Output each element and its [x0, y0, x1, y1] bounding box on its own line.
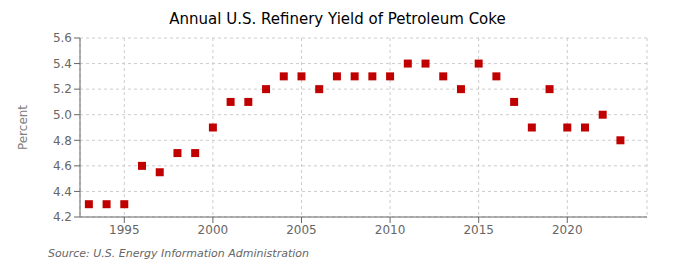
- svg-text:2005: 2005: [286, 223, 317, 237]
- svg-text:2020: 2020: [552, 223, 583, 237]
- svg-text:4.8: 4.8: [53, 134, 72, 148]
- svg-text:4.4: 4.4: [53, 185, 72, 199]
- svg-text:5.0: 5.0: [53, 108, 72, 122]
- svg-text:4.6: 4.6: [53, 159, 72, 173]
- svg-text:Percent: Percent: [16, 105, 30, 150]
- svg-text:1995: 1995: [109, 223, 140, 237]
- svg-text:5.4: 5.4: [53, 57, 72, 71]
- svg-text:2010: 2010: [375, 223, 406, 237]
- html-text:Annual U.S. Refinery Yield of: Annual U.S. Refinery Yield of Petroleum …: [169, 10, 506, 28]
- svg-text:4.2: 4.2: [53, 210, 72, 224]
- svg-text:2015: 2015: [463, 223, 494, 237]
- svg-text:2000: 2000: [198, 223, 229, 237]
- html-text:Source: U.S. Energy Informatio: Source: U.S. Energy Information Administ…: [48, 247, 309, 260]
- svg-text:5.2: 5.2: [53, 82, 72, 96]
- svg-text:5.6: 5.6: [53, 31, 72, 45]
